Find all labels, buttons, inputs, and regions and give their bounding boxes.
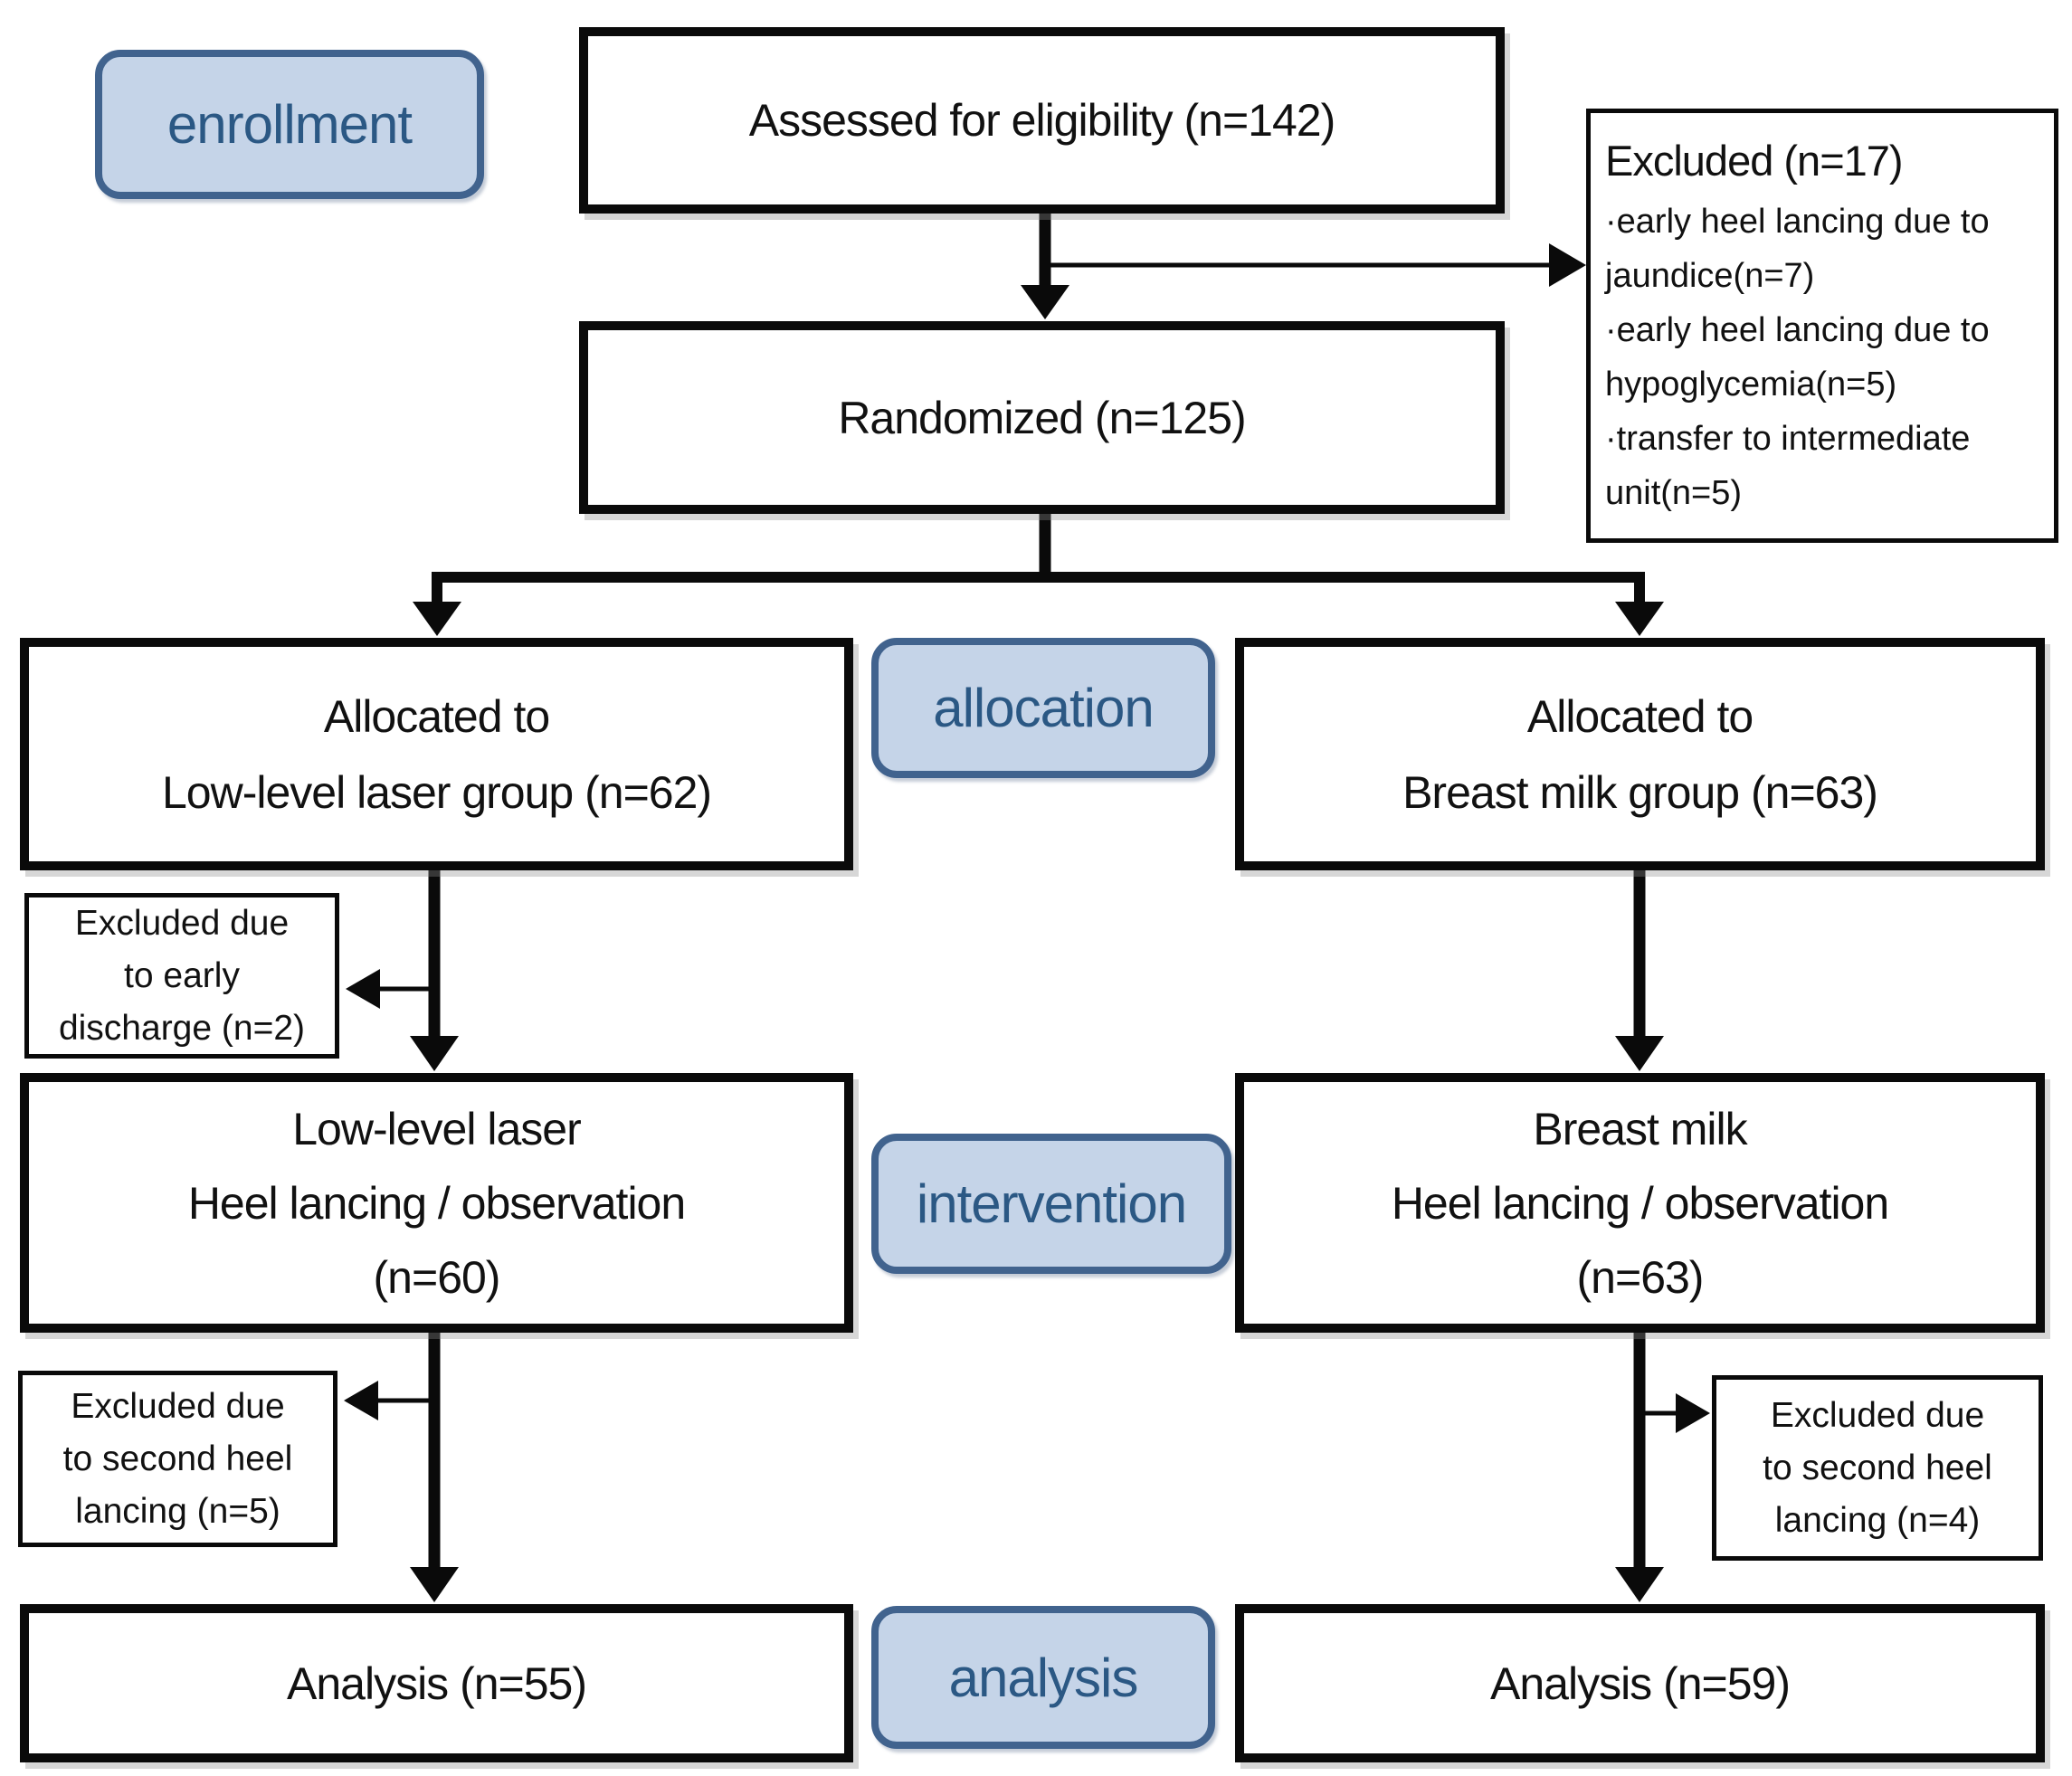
box-excluded-early-discharge-line: discharge (n=2) — [58, 1008, 306, 1048]
box-intervention-laser-line: Low-level laser — [292, 1103, 581, 1154]
stage-label-intervention-text: intervention — [916, 1173, 1187, 1234]
box-intervention-laser-line: (n=60) — [373, 1251, 501, 1303]
box-intervention-breastmilk-line: Breast milk — [1533, 1103, 1747, 1154]
stage-label-allocation-text: allocation — [933, 678, 1155, 738]
box-analysis-breastmilk: Analysis (n=59) — [1235, 1604, 2045, 1762]
box-excluded-top-title: Excluded (n=17) — [1605, 137, 1904, 185]
box-excluded-top: Excluded (n=17) ·early heel lancing due … — [1586, 109, 2058, 543]
box-excluded-top-line: jaundice(n=7) — [1605, 257, 1815, 295]
box-assessed-text: Assessed for eligibility (n=142) — [748, 95, 1335, 146]
stage-label-allocation: allocation — [871, 638, 1215, 778]
box-excluded-second-left-line: Excluded due — [71, 1386, 285, 1426]
box-excluded-second-right-line: lancing (n=4) — [1774, 1500, 1981, 1540]
stage-label-enrollment: enrollment — [95, 50, 484, 199]
box-excluded-second-lancing-right: Excluded due to second heel lancing (n=4… — [1712, 1375, 2043, 1561]
box-excluded-second-lancing-left: Excluded due to second heel lancing (n=5… — [18, 1371, 337, 1547]
box-excluded-second-right-line: to second heel — [1763, 1448, 1992, 1487]
box-allocated-breastmilk-line: Breast milk group (n=63) — [1402, 766, 1878, 818]
box-analysis-laser-text: Analysis (n=55) — [287, 1657, 587, 1709]
box-excluded-top-line: ·early heel lancing due to — [1605, 203, 1990, 241]
box-allocated-breastmilk-group: Allocated to Breast milk group (n=63) — [1235, 638, 2045, 870]
box-allocated-breastmilk-line: Allocated to — [1526, 690, 1754, 742]
arrow-allocleft-to-intervleft — [410, 870, 459, 1071]
stage-label-analysis: analysis — [871, 1606, 1215, 1749]
box-intervention-laser: Low-level laser Heel lancing / observati… — [20, 1073, 853, 1333]
split-connector-randomized — [413, 514, 1664, 636]
stage-label-enrollment-text: enrollment — [166, 94, 413, 155]
box-excluded-top-line: ·early heel lancing due to — [1605, 311, 1990, 349]
arrow-to-excluded-early-discharge — [346, 969, 434, 1009]
arrow-intervleft-to-analysisleft — [410, 1333, 459, 1602]
box-randomized: Randomized (n=125) — [579, 321, 1505, 514]
arrow-to-excluded-top — [1045, 243, 1586, 287]
stage-label-intervention: intervention — [871, 1134, 1231, 1274]
box-excluded-top-line: unit(n=5) — [1605, 474, 1743, 512]
box-analysis-laser: Analysis (n=55) — [20, 1604, 853, 1762]
arrow-to-excluded-second-left — [344, 1381, 434, 1420]
box-intervention-breastmilk-line: Heel lancing / observation — [1391, 1177, 1889, 1229]
arrow-assessed-to-randomized — [1021, 214, 1069, 319]
box-intervention-breastmilk-line: (n=63) — [1576, 1251, 1705, 1303]
box-excluded-top-line: ·transfer to intermediate — [1605, 420, 1971, 458]
stage-label-analysis-text: analysis — [948, 1647, 1139, 1708]
box-excluded-early-discharge-line: Excluded due — [74, 903, 290, 943]
arrow-intervright-to-analysisright — [1615, 1333, 1664, 1602]
box-intervention-breastmilk: Breast milk Heel lancing / observation (… — [1235, 1073, 2045, 1333]
box-randomized-text: Randomized (n=125) — [838, 392, 1246, 443]
box-allocated-laser-line: Low-level laser group (n=62) — [161, 766, 712, 818]
arrow-allocright-to-intervright — [1615, 870, 1664, 1071]
box-excluded-early-discharge-line: to early — [124, 955, 240, 995]
box-excluded-top-line: hypoglycemia(n=5) — [1605, 366, 1897, 404]
box-excluded-second-left-line: to second heel — [62, 1439, 293, 1478]
box-allocated-laser-line: Allocated to — [323, 690, 550, 742]
arrow-to-excluded-second-right — [1640, 1393, 1710, 1433]
box-assessed-for-eligibility: Assessed for eligibility (n=142) — [579, 27, 1505, 214]
box-excluded-second-right-line: Excluded due — [1770, 1395, 1985, 1435]
box-allocated-laser-group: Allocated to Low-level laser group (n=62… — [20, 638, 853, 870]
box-excluded-early-discharge: Excluded due to early discharge (n=2) — [24, 893, 339, 1059]
box-excluded-second-left-line: lancing (n=5) — [75, 1491, 280, 1531]
box-intervention-laser-line: Heel lancing / observation — [187, 1177, 686, 1229]
box-analysis-breastmilk-text: Analysis (n=59) — [1490, 1657, 1791, 1709]
